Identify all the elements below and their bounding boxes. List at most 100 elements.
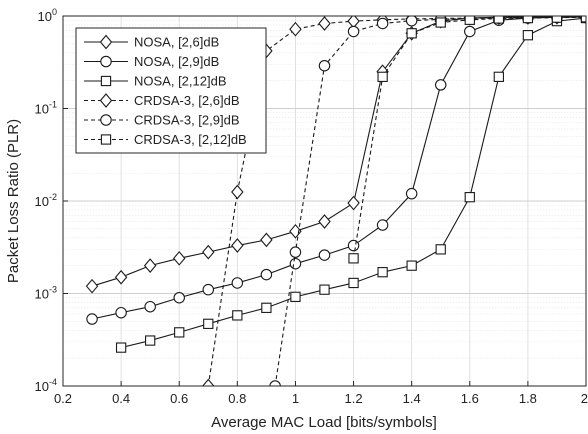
data-point [86, 313, 98, 325]
data-point [319, 284, 330, 295]
x-tick-label: 0.8 [228, 391, 246, 406]
y-tick-base: 10 [35, 102, 49, 117]
y-tick-label: 10-1 [35, 100, 57, 117]
legend-entry: CRDSA-3, [2,9]dB [84, 113, 240, 128]
data-point [231, 277, 244, 289]
data-point [464, 25, 476, 38]
data-point [289, 21, 302, 37]
legend-box [75, 27, 267, 154]
data-point [405, 16, 418, 27]
y-tick-base: 10 [35, 194, 49, 209]
data-point [203, 318, 214, 329]
data-point [260, 232, 273, 248]
data-point [377, 267, 388, 278]
x-tick-label: 1.6 [461, 391, 479, 406]
legend-entry: NOSA, [2,12]dB [84, 74, 227, 89]
legend-marker [99, 93, 113, 108]
y-tick-label: 10-3 [35, 285, 57, 302]
data-point [377, 71, 388, 82]
data-point [115, 342, 127, 353]
legend-label: CRDSA-3, [2,6]dB [134, 93, 240, 108]
x-tick-label: 1.2 [345, 391, 363, 406]
data-point [347, 25, 360, 38]
legend-marker [99, 34, 113, 50]
data-point [318, 249, 331, 261]
x-tick-label: 0.6 [170, 391, 188, 406]
data-point [318, 214, 331, 229]
legend-label: CRDSA-3, [2,9]dB [134, 113, 240, 128]
legend-entry: CRDSA-3, [2,6]dB [84, 93, 240, 108]
x-tick-label: 0.2 [54, 391, 72, 406]
x-tick-label: 2 [581, 391, 588, 406]
data-point [405, 187, 418, 200]
data-point [551, 16, 563, 23]
data-point [406, 260, 417, 271]
y-tick-base: 10 [35, 287, 49, 302]
data-point [114, 269, 128, 285]
data-point [580, 16, 586, 23]
y-tick-exponent: -3 [49, 285, 57, 295]
legend-entry: CRDSA-3, [2,12]dB [84, 132, 247, 147]
data-point [289, 246, 302, 258]
data-point [290, 291, 301, 302]
data-point [115, 306, 127, 319]
x-tick-label: 1 [292, 391, 299, 406]
data-point [173, 250, 186, 266]
data-point [347, 195, 360, 211]
y-tick-exponent: -4 [49, 377, 57, 387]
data-point [493, 71, 504, 82]
data-point [347, 239, 360, 252]
data-point [145, 335, 156, 346]
data-point [318, 16, 331, 31]
data-point [85, 278, 99, 294]
data-point [173, 291, 185, 304]
data-point [318, 59, 331, 72]
data-point [231, 238, 244, 253]
data-point [289, 257, 302, 270]
legend-entry: NOSA, [2,9]dB [84, 54, 219, 69]
data-point [174, 327, 185, 338]
legend-label: CRDSA-3, [2,12]dB [134, 132, 247, 147]
data-point [144, 300, 156, 313]
legend-marker [100, 134, 112, 145]
data-point [202, 283, 215, 296]
data-point [406, 28, 417, 39]
legend-label: NOSA, [2,6]dB [134, 35, 219, 50]
data-point [348, 253, 359, 264]
data-point [231, 184, 244, 200]
data-point [493, 16, 504, 24]
data-point [376, 17, 389, 30]
x-tick-label: 1.8 [519, 391, 537, 406]
legend-label: NOSA, [2,12]dB [134, 74, 227, 89]
data-point [464, 192, 475, 203]
legend-marker [100, 114, 112, 126]
y-tick-label: 10-2 [35, 192, 57, 209]
data-point [348, 277, 359, 289]
y-tick-label: 100 [38, 7, 57, 24]
y-tick-exponent: -1 [49, 100, 57, 110]
y-tick-exponent: 0 [52, 7, 57, 17]
data-point [143, 258, 157, 274]
data-point [261, 302, 272, 313]
y-axis-label: Packet Loss Ratio (PLR) [5, 119, 22, 283]
y-tick-base: 10 [35, 379, 49, 394]
axis-ticks: 0.2 0.4 0.6 0.8 1 1.2 1.4 1.6 1.8 210010-110-210-… [35, 7, 588, 406]
x-tick-label: 0.4 [112, 391, 130, 406]
data-point [522, 16, 534, 24]
data-point [435, 17, 446, 28]
series-5 [348, 16, 586, 264]
data-point [260, 268, 273, 281]
data-point [376, 219, 389, 231]
legend-entry: NOSA, [2,6]dB [84, 35, 219, 50]
legend-marker [100, 75, 112, 87]
x-axis-label: Average MAC Load [bits/symbols] [211, 414, 437, 431]
legend: NOSA, [2,6]dB NOSA, [2,9]dB NOSA, [2,12]dB… [75, 27, 267, 154]
data-point [202, 378, 215, 386]
y-tick-label: 10-4 [35, 377, 57, 394]
x-tick-label: 1.4 [403, 391, 421, 406]
legend-label: NOSA, [2,9]dB [134, 54, 219, 69]
y-tick-base: 10 [38, 9, 52, 24]
data-point [232, 310, 243, 321]
data-point [522, 30, 534, 41]
